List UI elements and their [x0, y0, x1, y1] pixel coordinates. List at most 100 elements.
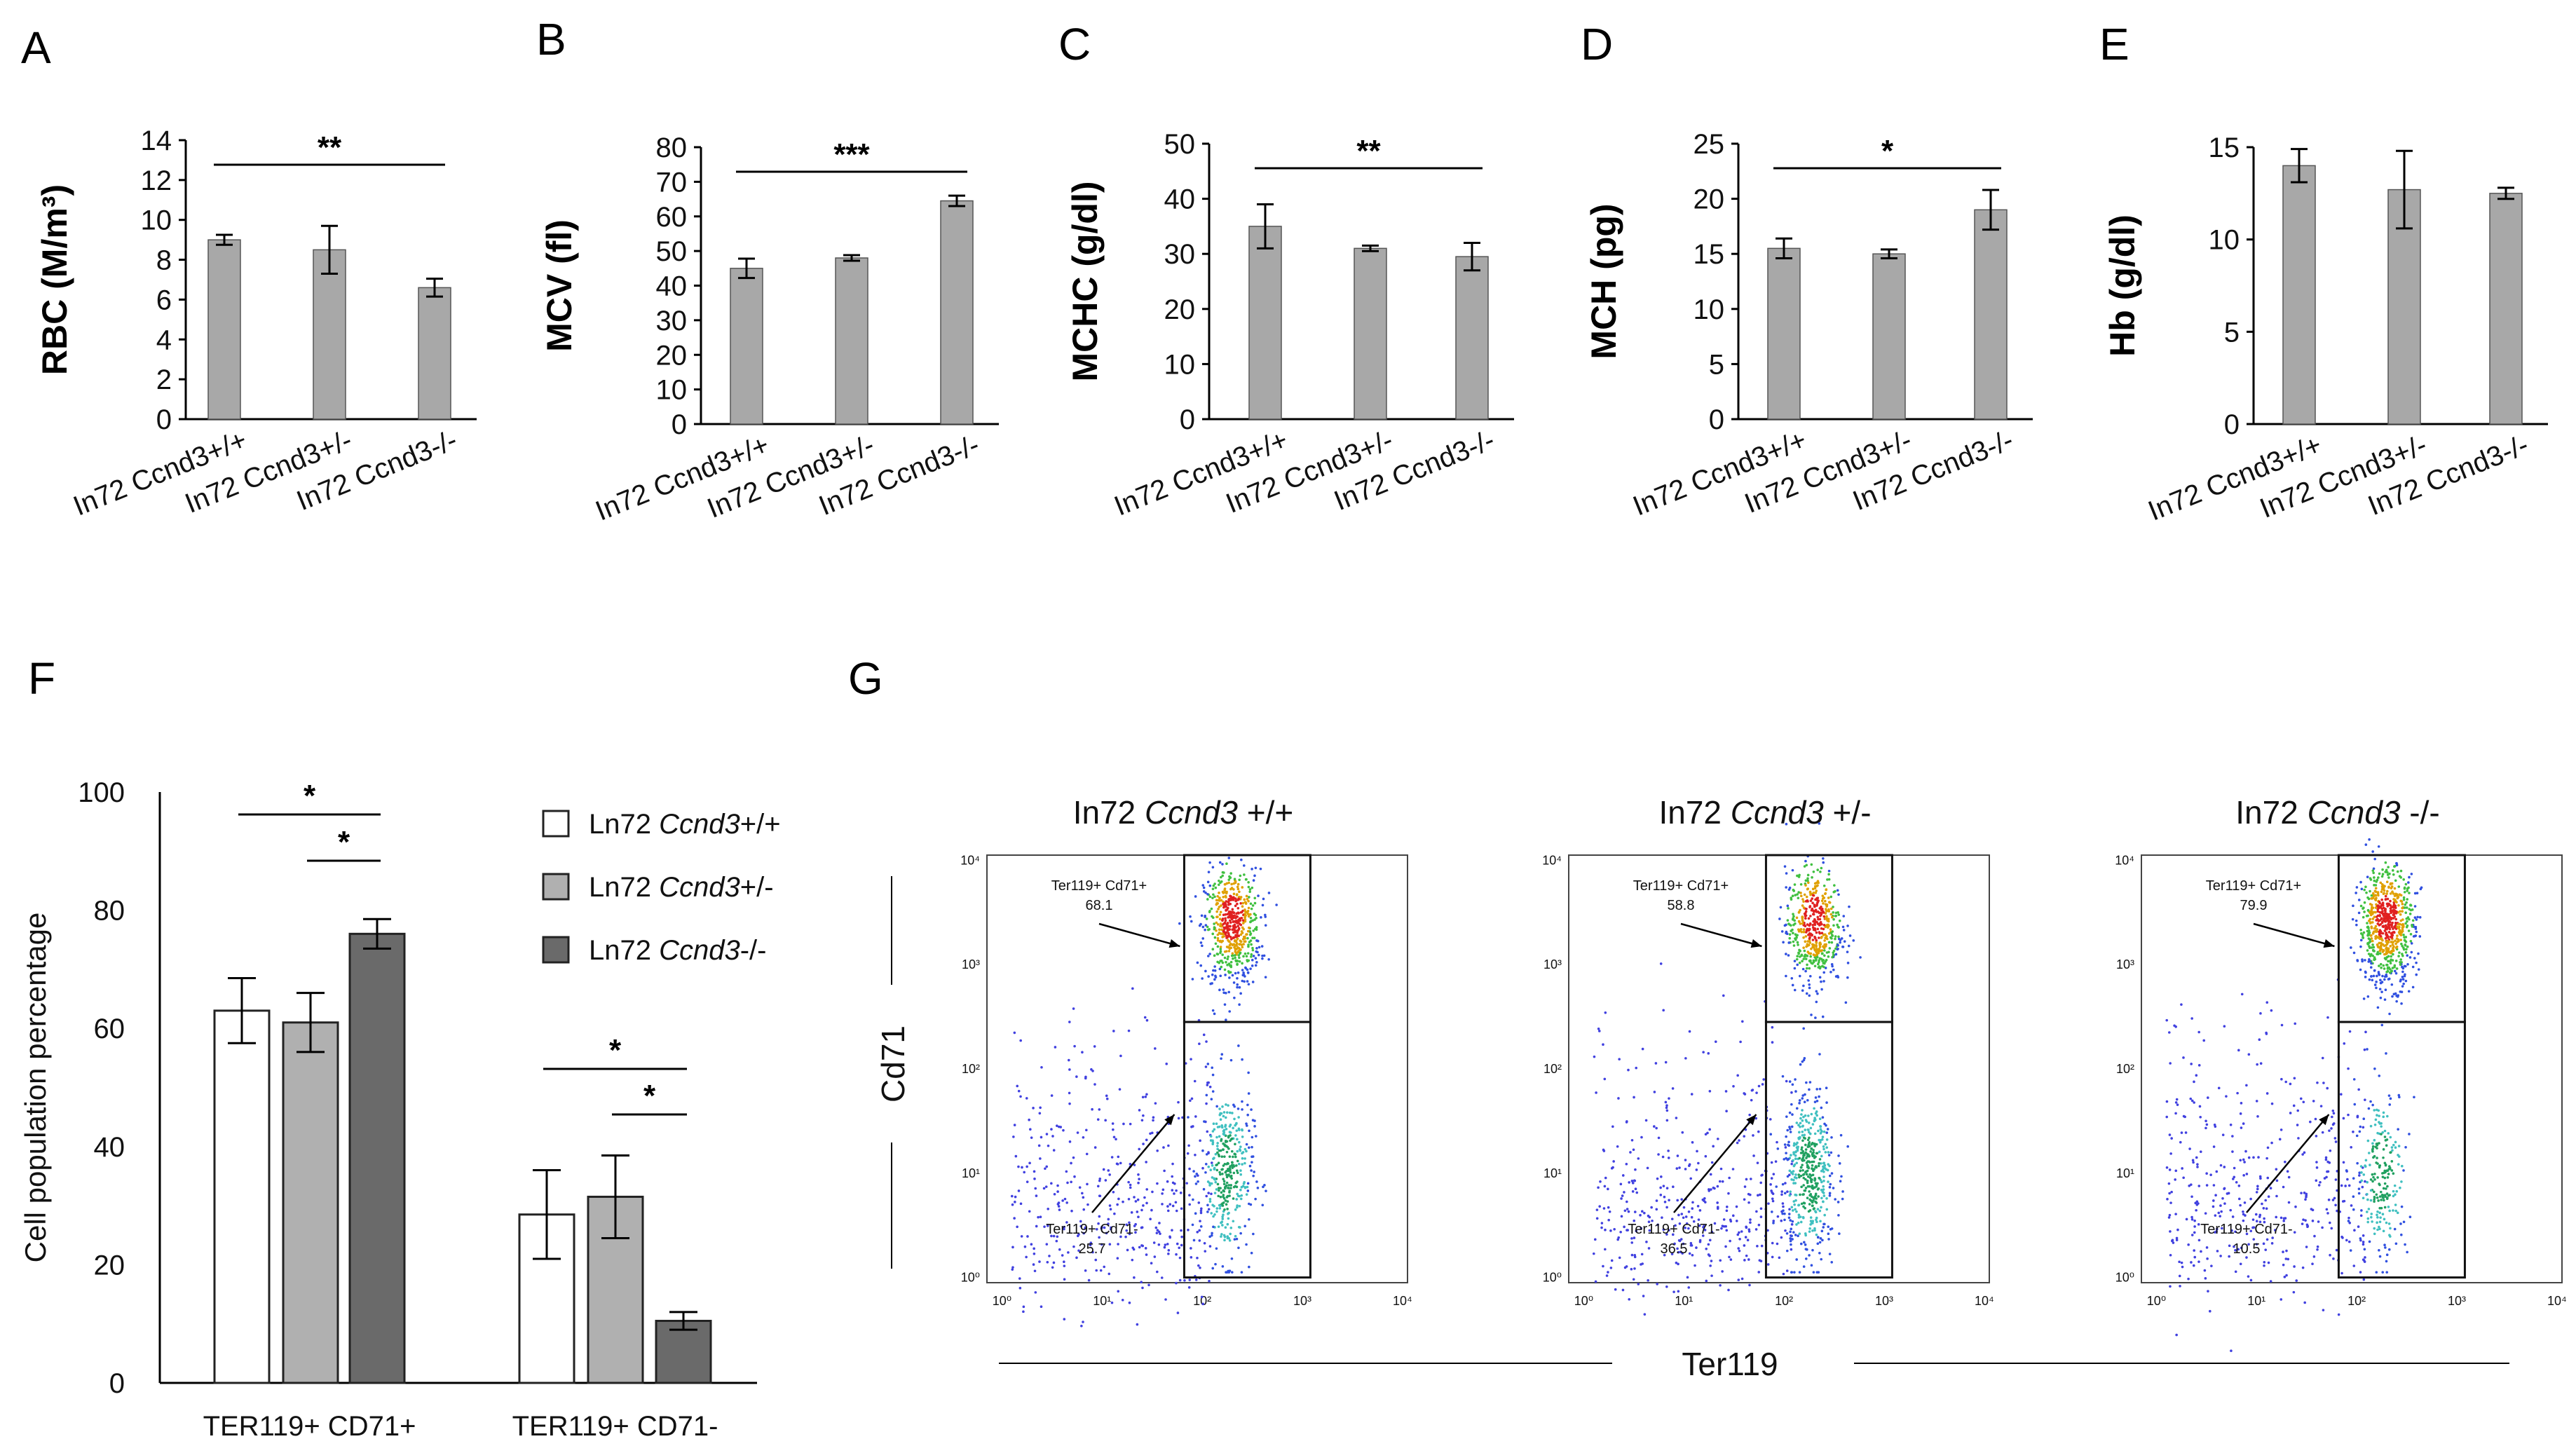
flow-event [1808, 1227, 1811, 1230]
flow-event [1793, 883, 1797, 886]
flow-event [1213, 922, 1215, 925]
flow-event [1229, 1184, 1233, 1187]
flow-event [1216, 902, 1219, 905]
flow-event [1799, 1166, 1803, 1169]
flow-event [1655, 1208, 1658, 1211]
flow-event [1229, 894, 1232, 898]
flow-event [1251, 946, 1254, 950]
flow-event [2326, 1160, 2329, 1164]
flow-event [2350, 1146, 2352, 1149]
flow-event [1017, 1165, 1020, 1168]
flow-event [2249, 1229, 2253, 1233]
flow-event [1192, 1239, 1196, 1242]
flow-event [2395, 1189, 2399, 1193]
flow-event [1818, 1087, 1822, 1091]
flow-event [1808, 1198, 1811, 1201]
flow-event [1811, 1123, 1815, 1126]
flow-event [1595, 1091, 1597, 1094]
flow-event [1173, 1192, 1175, 1195]
flow-event [2367, 1152, 2371, 1154]
flow-event [1804, 1206, 1806, 1210]
y-tick-label: 50 [1164, 129, 1196, 160]
flow-event [1813, 1100, 1817, 1103]
flow-event [1671, 1087, 1675, 1090]
flow-event [2373, 876, 2376, 879]
flow-event [2392, 953, 2394, 956]
flow-event [1234, 1155, 1237, 1159]
flow-event [1246, 952, 1250, 955]
flow-event [1837, 913, 1841, 916]
flow-event [1720, 1227, 1723, 1230]
flow-event [1253, 901, 1257, 905]
flow-event [1207, 955, 1210, 957]
flow-event [2284, 1160, 2287, 1164]
flow-event [2327, 1199, 2331, 1201]
flow-event [1110, 1226, 1112, 1229]
flow-event [1012, 1135, 1015, 1138]
flow-event [1223, 968, 1227, 971]
flow-event [1248, 888, 1252, 891]
flow-event [2184, 1131, 2188, 1134]
flow-event [1055, 1239, 1058, 1243]
flow-event [1249, 902, 1253, 906]
flow-event [2373, 1173, 2376, 1175]
flow-event [2360, 887, 2364, 891]
flow-event [2372, 871, 2375, 875]
flow-event [1138, 1178, 1140, 1180]
flow-event [2270, 1009, 2273, 1012]
flow-event [2397, 922, 2400, 926]
flow-event [1155, 1270, 1159, 1274]
flow-event [2329, 1253, 2331, 1257]
flow-event [1250, 1135, 1254, 1139]
flow-event [1228, 1239, 1232, 1242]
flow-event [2387, 950, 2391, 954]
flow-event [2258, 1213, 2262, 1217]
flow-event [1213, 1168, 1216, 1171]
flow-event [2387, 1094, 2391, 1097]
flow-event [1211, 1232, 1213, 1235]
flow-event [2376, 878, 2379, 882]
flow-event [1633, 1179, 1637, 1182]
flow-event [2391, 941, 2394, 944]
flow-event [1264, 924, 1267, 927]
flow-event [1145, 1138, 1148, 1142]
flow-event [1815, 904, 1818, 907]
flow-event [2259, 1177, 2262, 1180]
flow-event [1668, 1229, 1670, 1232]
flow-event [2373, 958, 2376, 961]
flow-event [1224, 1171, 1227, 1174]
flow-event [1220, 1221, 1222, 1225]
y-tick-label: 5 [2224, 317, 2240, 348]
flow-event [2247, 1156, 2251, 1159]
gate-lower [1764, 1021, 1893, 1279]
flow-event [2376, 1176, 2379, 1179]
flow-event [2285, 1274, 2288, 1277]
flow-event [1235, 912, 1238, 915]
flow-event [2348, 1030, 2352, 1033]
flow-event [1222, 1114, 1225, 1118]
flow-event [2394, 879, 2397, 882]
flow-event [1814, 1155, 1817, 1159]
flow-event [1797, 1124, 1800, 1127]
flow-event [2378, 1206, 2381, 1210]
flow-event [1799, 1125, 1801, 1128]
flow-event [2393, 899, 2397, 903]
flow-event [2379, 1216, 2382, 1219]
flow-event [1210, 1234, 1213, 1237]
flow-event [2373, 927, 2377, 930]
flow-event [2385, 1192, 2389, 1195]
flow-event [2282, 1263, 2285, 1267]
flow-event [2399, 958, 2402, 961]
y-tick-label: 10³ [2116, 957, 2134, 971]
flow-event [2205, 1184, 2209, 1187]
flow-event [1236, 1180, 1239, 1183]
flow-event [2345, 1169, 2348, 1172]
flow-event [1236, 1169, 1239, 1173]
flow-event [1222, 1131, 1226, 1134]
flow-event [2389, 960, 2392, 963]
flow-event [1727, 1192, 1730, 1195]
flow-event [1682, 1206, 1686, 1209]
flow-event [1137, 1215, 1140, 1219]
flow-event [2269, 1280, 2272, 1283]
flow-event [1145, 1188, 1149, 1191]
